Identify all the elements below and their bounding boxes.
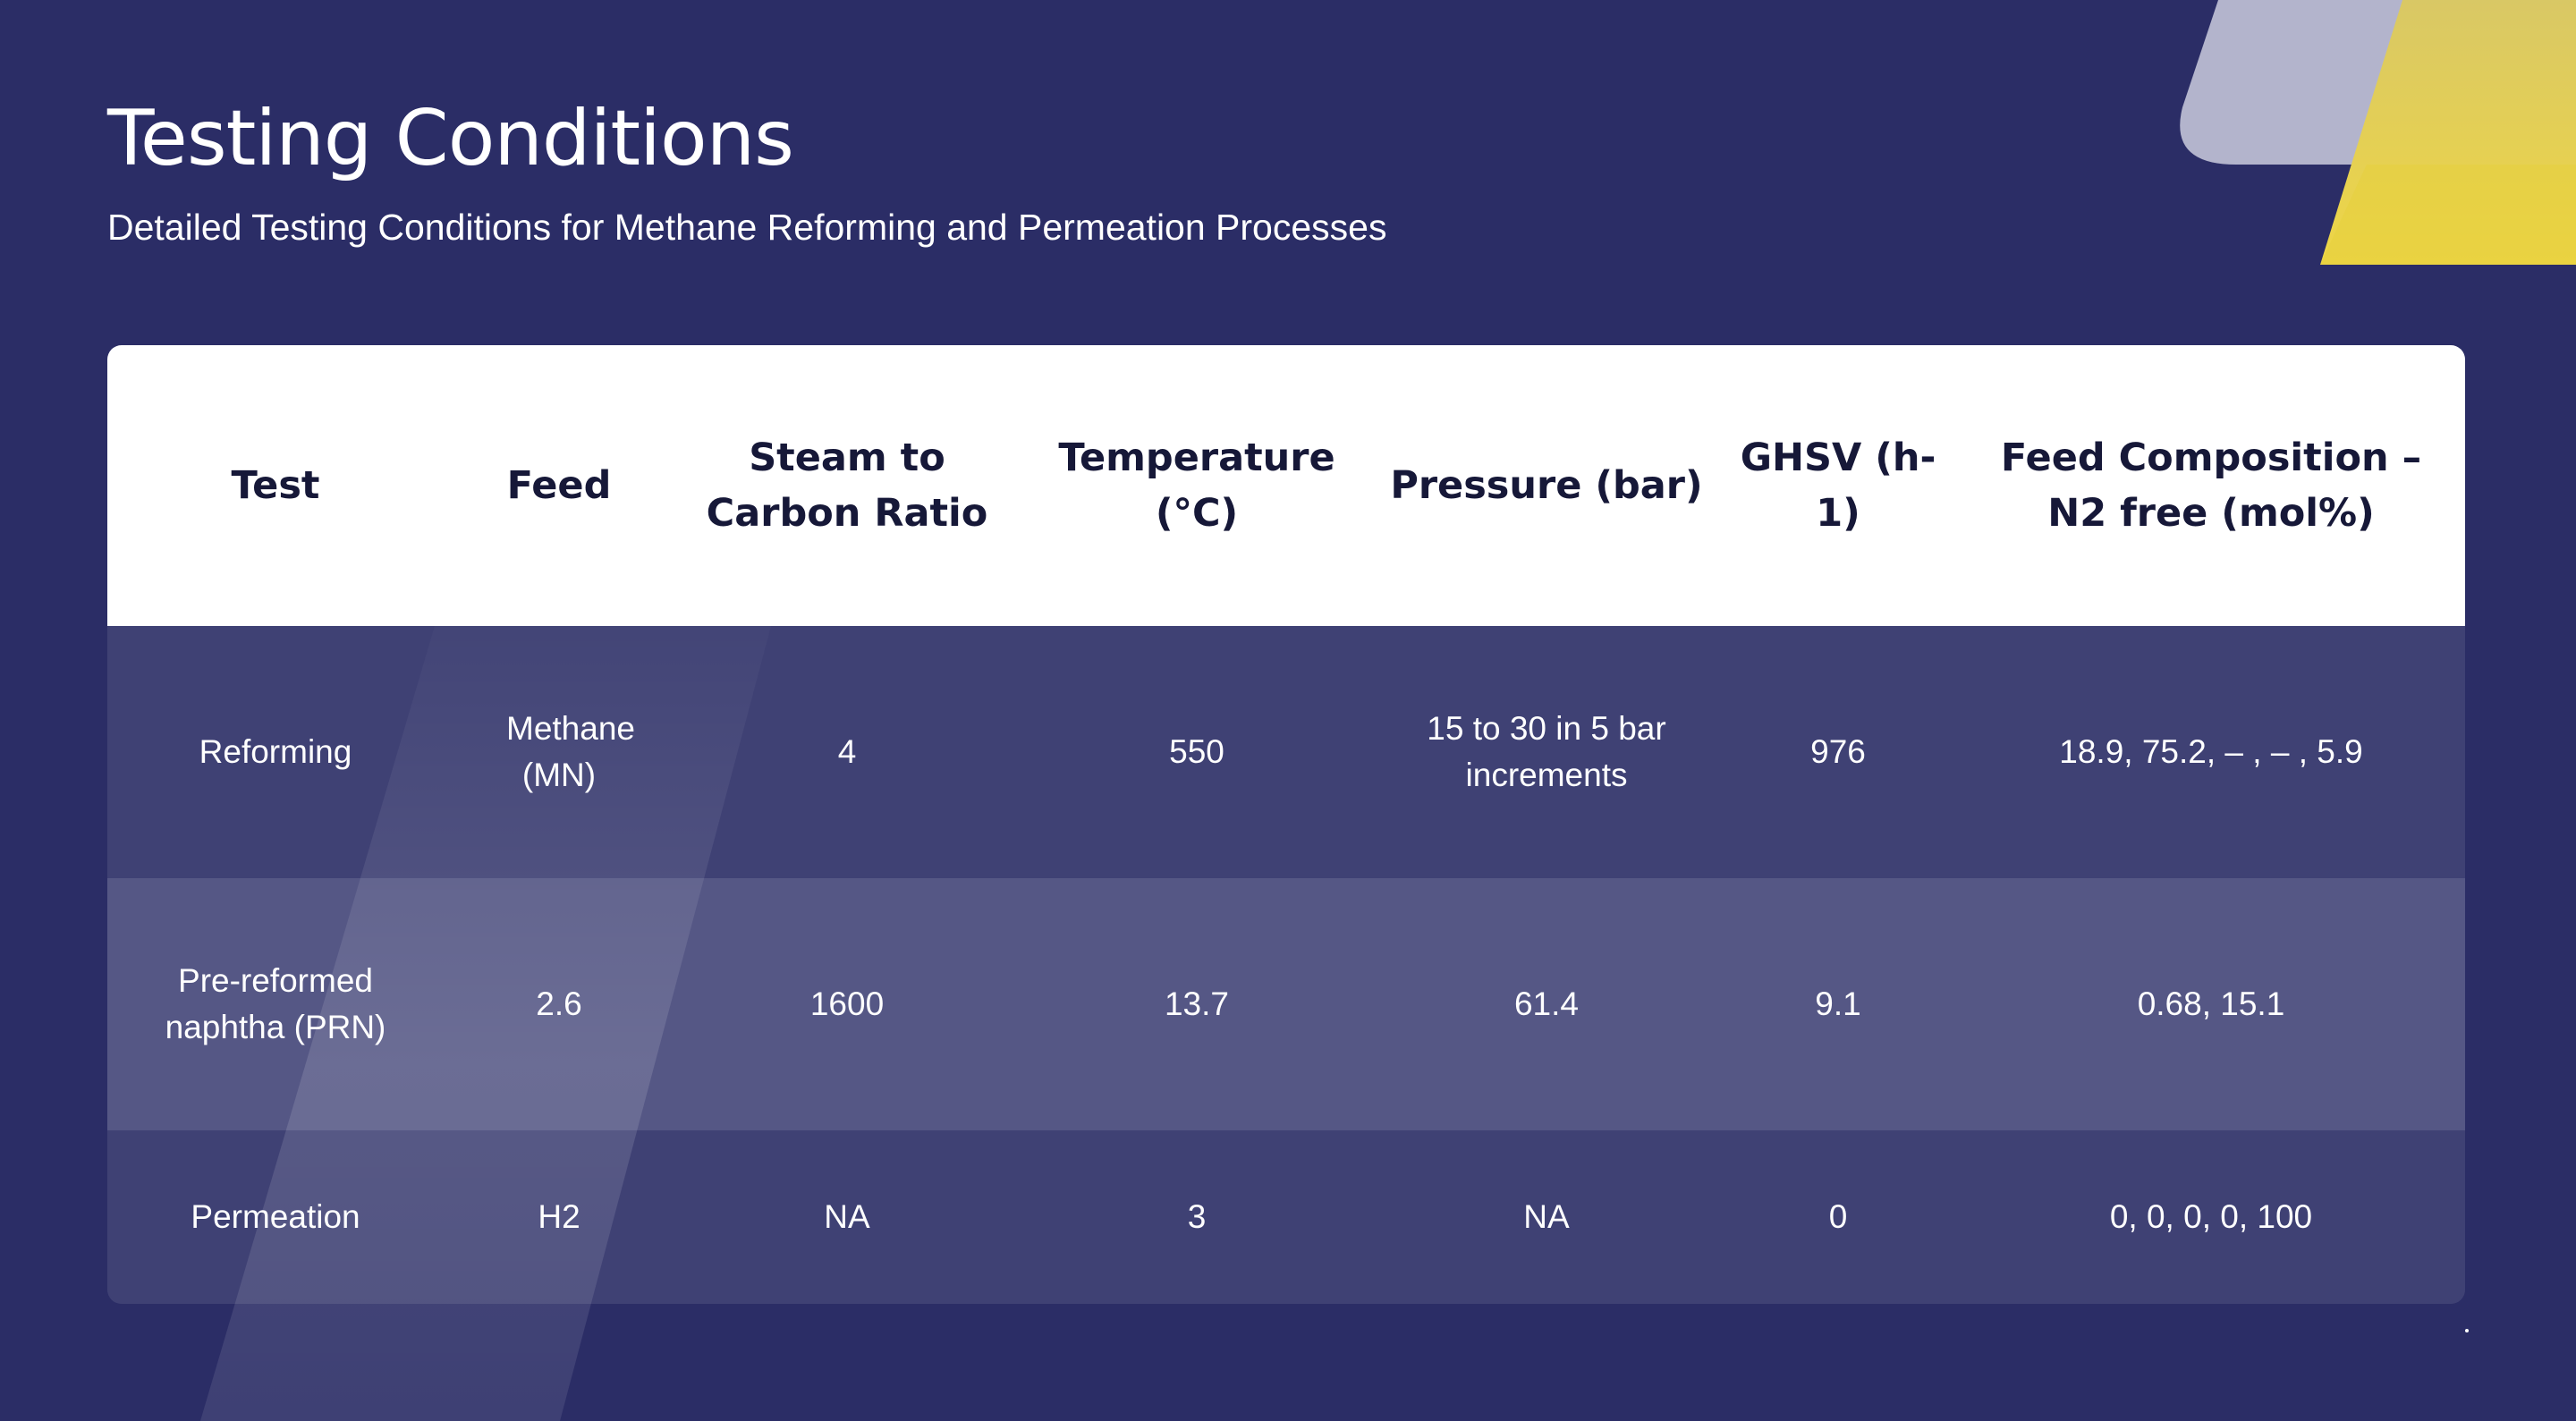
column-header-test: Test	[231, 463, 320, 508]
testing-conditions-table: Test Feed Steam to Carbon Ratio Temperat…	[107, 345, 2465, 1304]
page-title: Testing Conditions	[107, 94, 794, 183]
column-header-feed: Feed	[506, 463, 612, 508]
column-header-temperature: Temperature (°C)	[1058, 436, 1335, 536]
table-cell: 976	[1810, 733, 1866, 770]
table-cell: 0, 0, 0, 0, 100	[2109, 1198, 2313, 1235]
table-header-row: Test Feed Steam to Carbon Ratio Temperat…	[107, 345, 2465, 626]
table-cell: 0.68, 15.1	[2137, 985, 2285, 1022]
table-cell: H2	[538, 1198, 580, 1235]
table-cell: Pre-reformed naphtha (PRN)	[165, 962, 386, 1045]
column-header-feed-composition: Feed Composition – N2 free (mol%)	[2000, 436, 2422, 536]
table-cell: 13.7	[1164, 985, 1229, 1022]
table-cell: NA	[1523, 1198, 1570, 1235]
table-cell: Methane (MN)	[506, 710, 635, 793]
column-header-ghsv: GHSV (h-1)	[1740, 436, 1936, 536]
table-cell: 61.4	[1513, 985, 1579, 1022]
column-header-steam-to-carbon-ratio: Steam to Carbon Ratio	[706, 436, 988, 536]
table-cell: 3	[1187, 1198, 1207, 1235]
table-row: Reforming Methane (MN) 4 550 15 to 30 in…	[107, 626, 2465, 878]
table-cell: Reforming	[199, 733, 352, 770]
table-cell: 2.6	[536, 985, 582, 1022]
table-cell: 9.1	[1815, 985, 1861, 1022]
table-cell: NA	[824, 1198, 870, 1235]
table-cell: 550	[1169, 733, 1224, 770]
table-cell: 1600	[809, 985, 885, 1022]
decorative-dot	[2465, 1329, 2469, 1332]
table-row: Permeation H2 NA 3 NA 0 0, 0, 0, 0, 100	[107, 1130, 2465, 1304]
table-cell: 0	[1828, 1198, 1848, 1235]
page-subtitle: Detailed Testing Conditions for Methane …	[107, 207, 1387, 248]
table-cell: Permeation	[191, 1198, 360, 1235]
table-cell: 18.9, 75.2, – , – , 5.9	[2059, 733, 2363, 770]
table-row: Pre-reformed naphtha (PRN) 2.6 1600 13.7…	[107, 878, 2465, 1130]
column-header-pressure: Pressure (bar)	[1390, 463, 1703, 508]
table-cell: 15 to 30 in 5 bar increments	[1427, 710, 1666, 793]
yellow-overlap-shade	[2320, 165, 2576, 265]
table-cell: 4	[837, 733, 857, 770]
